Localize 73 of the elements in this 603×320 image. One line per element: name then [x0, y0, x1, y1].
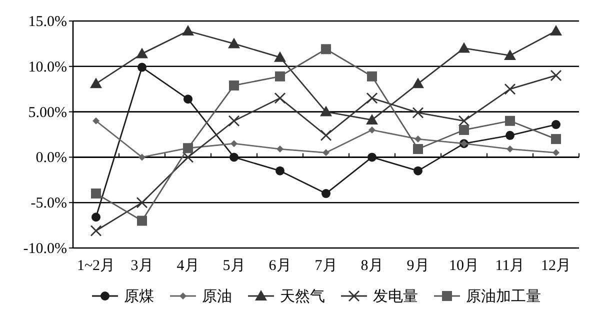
- x-tick-label: 6月: [268, 258, 292, 274]
- point: [228, 115, 240, 127]
- x-tick-label: 12月: [541, 258, 571, 274]
- point: [506, 130, 514, 140]
- point: [458, 42, 470, 53]
- x-tick-label: 8月: [360, 258, 384, 274]
- point: [136, 48, 148, 58]
- legend-label: 原油: [202, 288, 232, 305]
- point: [275, 71, 285, 82]
- point: [551, 134, 561, 144]
- legend-label: 发电量: [373, 288, 418, 305]
- point: [413, 144, 423, 154]
- y-tick-label: 10.0%: [28, 59, 67, 76]
- point: [552, 120, 560, 130]
- point: [504, 50, 516, 60]
- x-tick-label: 3月: [130, 258, 154, 274]
- point: [320, 130, 332, 142]
- point: [138, 62, 146, 72]
- point: [182, 24, 194, 36]
- y-tick-label: 0.0%: [36, 150, 67, 166]
- x-tick-label: 1~2月: [76, 258, 116, 274]
- point: [504, 83, 516, 95]
- legend-label: 原油加工量: [466, 288, 541, 305]
- x-tick-label: 11月: [495, 258, 525, 274]
- point: [182, 152, 194, 163]
- point: [550, 70, 562, 82]
- point: [229, 80, 239, 90]
- point: [367, 71, 377, 82]
- point: [412, 78, 424, 88]
- y-tick-label: 15.0%: [28, 14, 67, 30]
- point: [366, 114, 378, 124]
- x-tick-label: 9月: [406, 258, 430, 274]
- point: [321, 44, 331, 54]
- point: [320, 106, 332, 116]
- point: [90, 78, 102, 88]
- x-tick-label: 4月: [176, 258, 200, 274]
- point: [322, 149, 330, 156]
- point: [550, 24, 562, 36]
- point: [276, 166, 284, 176]
- point: [91, 188, 101, 199]
- point: [414, 166, 422, 176]
- point: [368, 152, 376, 162]
- x-tick-label: 7月: [314, 258, 338, 274]
- point: [414, 136, 422, 143]
- y-tick-label: -10.0%: [23, 241, 67, 257]
- y-tick-label: 5.00%: [28, 104, 67, 121]
- point: [412, 107, 424, 118]
- legend-label: 天然气: [280, 288, 325, 305]
- point: [230, 140, 238, 148]
- point: [458, 115, 470, 127]
- point: [137, 216, 147, 226]
- x-tick-label: 10月: [449, 258, 479, 274]
- legend-label: 原煤: [124, 288, 154, 305]
- point: [136, 196, 148, 208]
- point: [552, 149, 560, 156]
- point: [228, 38, 240, 48]
- point: [276, 146, 284, 153]
- point: [368, 126, 376, 134]
- point: [138, 154, 146, 161]
- point: [90, 225, 102, 236]
- point: [322, 189, 330, 198]
- point: [92, 117, 100, 124]
- point: [274, 92, 286, 104]
- point: [366, 92, 378, 104]
- point: [92, 212, 100, 222]
- x-tick-label: 5月: [222, 258, 246, 274]
- y-tick-label: -5.0%: [30, 196, 67, 212]
- point: [459, 124, 469, 135]
- point: [184, 94, 192, 104]
- point: [506, 146, 514, 153]
- point: [230, 152, 238, 162]
- point: [274, 51, 286, 62]
- point: [505, 116, 515, 126]
